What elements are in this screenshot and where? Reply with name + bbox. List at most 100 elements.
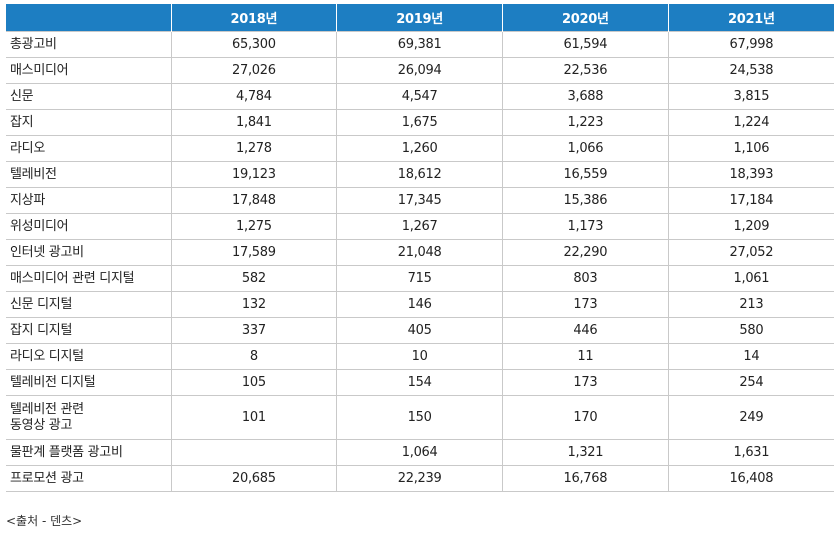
table-row: 위성미디어 1,275 1,267 1,173 1,209 [6,213,834,240]
table-cell: 1,209 [667,213,834,240]
table-cell: 19,123 [170,161,337,188]
table-cell: 22,239 [336,465,503,492]
row-label: 물판계 플랫폼 광고비 [6,439,171,466]
row-label: 프로모션 광고 [6,465,171,492]
row-label: 잡지 디지털 [6,317,171,344]
row-label: 잡지 [6,109,171,136]
table-cell: 17,345 [336,187,503,214]
table-cell: 27,026 [170,57,337,84]
header-year: 2019년 [336,4,503,32]
header-corner [6,4,171,32]
source-note: <출처 - 덴츠> [6,514,83,528]
table-row: 텔레비전 19,123 18,612 16,559 18,393 [6,161,834,188]
table-row: 신문 4,784 4,547 3,688 3,815 [6,83,834,110]
table-cell: 154 [336,369,503,396]
row-label: 매스미디어 [6,57,171,84]
row-label: 라디오 [6,135,171,162]
table-row: 인터넷 광고비 17,589 21,048 22,290 27,052 [6,239,834,266]
table-cell: 20,685 [170,465,337,492]
row-label: 위성미디어 [6,213,171,240]
table-cell: 15,386 [502,187,669,214]
row-label: 매스미디어 관련 디지털 [6,265,171,292]
table-cell: 18,612 [336,161,503,188]
table-row: 잡지 1,841 1,675 1,223 1,224 [6,109,834,136]
table-cell: 1,275 [170,213,337,240]
table-cell: 1,267 [336,213,503,240]
table-cell: 24,538 [667,57,834,84]
table-cell: 17,589 [170,239,337,266]
table-cell: 1,066 [502,135,669,162]
table-cell: 254 [667,369,834,396]
table-cell: 8 [170,343,337,370]
table-cell: 16,559 [502,161,669,188]
table-cell: 337 [170,317,337,344]
table-cell: 27,052 [667,239,834,266]
header-year: 2021년 [667,4,834,32]
table-cell: 65,300 [170,31,337,58]
table-row: 라디오 디지털 8 10 11 14 [6,343,834,370]
table-cell: 26,094 [336,57,503,84]
table-cell: 3,815 [667,83,834,110]
table-cell: 150 [336,395,503,440]
header-year: 2018년 [170,4,337,32]
table-cell: 10 [336,343,503,370]
header-year: 2020년 [502,4,669,32]
table-cell: 67,998 [667,31,834,58]
table-cell: 1,841 [170,109,337,136]
row-label: 지상파 [6,187,171,214]
table-row: 잡지 디지털 337 405 446 580 [6,317,834,344]
table-cell: 213 [667,291,834,318]
row-label: 신문 디지털 [6,291,171,318]
ad-spend-table: 2018년 2019년 2020년 2021년 총광고비 65,300 69,381… [6,4,834,492]
table-cell: 1,631 [667,439,834,466]
table-cell: 17,848 [170,187,337,214]
table-cell: 1,106 [667,135,834,162]
table-cell: 11 [502,343,669,370]
row-label: 텔레비전 디지털 [6,369,171,396]
table-cell: 1,064 [336,439,503,466]
table-cell: 803 [502,265,669,292]
table-cell: 69,381 [336,31,503,58]
table-cell: 1,223 [502,109,669,136]
table-cell: 446 [502,317,669,344]
table-row: 텔레비전 관련 동영상 광고 101 150 170 249 [6,395,834,440]
header-row: 2018년 2019년 2020년 2021년 [6,4,834,32]
table-cell: 1,061 [667,265,834,292]
table-cell: 1,675 [336,109,503,136]
table-cell: 105 [170,369,337,396]
row-label: 인터넷 광고비 [6,239,171,266]
table-row: 라디오 1,278 1,260 1,066 1,106 [6,135,834,162]
table-cell: 21,048 [336,239,503,266]
table-cell: 1,321 [502,439,669,466]
table-cell: 16,768 [502,465,669,492]
table-row: 프로모션 광고 20,685 22,239 16,768 16,408 [6,465,834,492]
table-row: 물판계 플랫폼 광고비 1,064 1,321 1,631 [6,439,834,466]
table-cell: 14 [667,343,834,370]
table-cell: 61,594 [502,31,669,58]
table-cell: 173 [502,291,669,318]
table-row: 매스미디어 27,026 26,094 22,536 24,538 [6,57,834,84]
row-label: 라디오 디지털 [6,343,171,370]
table-cell: 1,260 [336,135,503,162]
table-cell: 22,536 [502,57,669,84]
table-cell: 1,224 [667,109,834,136]
table-row: 총광고비 65,300 69,381 61,594 67,998 [6,31,834,58]
table-cell: 16,408 [667,465,834,492]
table-cell: 18,393 [667,161,834,188]
table-cell: 580 [667,317,834,344]
table-cell: 582 [170,265,337,292]
table-cell: 715 [336,265,503,292]
table-cell: 4,547 [336,83,503,110]
table-cell: 249 [667,395,834,440]
row-label: 신문 [6,83,171,110]
table-body: 총광고비 65,300 69,381 61,594 67,998 매스미디어 27,026 2… [6,31,834,492]
table-cell: 405 [336,317,503,344]
table-cell: 4,784 [170,83,337,110]
table-cell: 132 [170,291,337,318]
row-label: 텔레비전 관련 동영상 광고 [6,395,171,440]
table-row: 텔레비전 디지털 105 154 173 254 [6,369,834,396]
table-cell: 1,278 [170,135,337,162]
table-cell: 170 [502,395,669,440]
table-cell: 1,173 [502,213,669,240]
table-cell [170,439,337,466]
